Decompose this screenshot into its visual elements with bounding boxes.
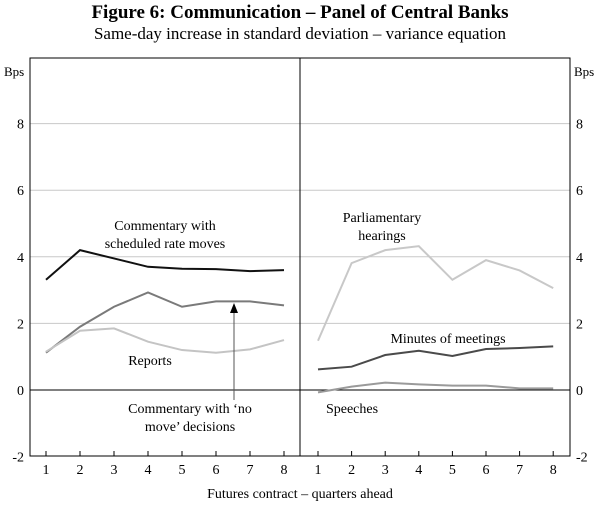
series-label: scheduled rate moves xyxy=(105,237,226,252)
y-tick-label-left: 8 xyxy=(17,118,24,133)
series-label: hearings xyxy=(358,229,405,244)
y-tick-label-right: 2 xyxy=(576,317,583,332)
series-label: Commentary with xyxy=(114,219,216,234)
series-label: Parliamentary xyxy=(343,211,422,226)
y-tick-label-right: 8 xyxy=(576,118,583,133)
x-tick-label: 1 xyxy=(315,463,322,478)
annotation-arrow-head xyxy=(230,303,238,313)
series-label: move’ decisions xyxy=(145,420,235,435)
series-label: Commentary with ‘no xyxy=(128,402,252,417)
series-line xyxy=(45,327,285,354)
x-tick-label: 7 xyxy=(247,463,254,478)
x-tick-label: 2 xyxy=(348,463,355,478)
y-tick-label-left: 0 xyxy=(17,384,24,399)
x-tick-label: 6 xyxy=(483,463,490,478)
x-tick-label: 2 xyxy=(77,463,84,478)
x-tick-label: 5 xyxy=(449,463,456,478)
chart-title: Figure 6: Communication – Panel of Centr… xyxy=(91,2,509,23)
series-label: Minutes of meetings xyxy=(390,332,505,347)
x-tick-label: 3 xyxy=(382,463,389,478)
x-tick-label: 7 xyxy=(516,463,523,478)
x-tick-label: 8 xyxy=(550,463,557,478)
y-tick-label-right: 6 xyxy=(576,184,583,199)
x-axis-label: Futures contract – quarters ahead xyxy=(207,487,393,502)
y-tick-label-left: 2 xyxy=(17,317,24,332)
series-line xyxy=(317,345,554,371)
series-line xyxy=(45,249,285,281)
y-tick-label-right: 4 xyxy=(576,251,583,266)
chart-subtitle: Same-day increase in standard deviation … xyxy=(93,24,507,43)
series-line xyxy=(317,381,554,394)
series-label: Reports xyxy=(128,354,172,369)
y-tick-label-left: 6 xyxy=(17,184,24,199)
y-tick-label-right: -2 xyxy=(576,451,588,466)
x-tick-label: 5 xyxy=(179,463,186,478)
x-tick-label: 1 xyxy=(43,463,50,478)
y-tick-label-left: 4 xyxy=(17,251,24,266)
y-tick-label-right: 0 xyxy=(576,384,583,399)
y-axis-label-left: Bps xyxy=(4,64,24,79)
x-tick-label: 4 xyxy=(145,463,152,478)
x-tick-label: 3 xyxy=(111,463,118,478)
x-tick-label: 4 xyxy=(415,463,422,478)
series-label: Speeches xyxy=(326,402,378,417)
x-tick-label: 6 xyxy=(213,463,220,478)
x-tick-label: 8 xyxy=(281,463,288,478)
series-line xyxy=(317,245,554,342)
y-axis-label-right: Bps xyxy=(574,64,594,79)
y-tick-label-left: -2 xyxy=(12,451,24,466)
series-line xyxy=(45,291,285,354)
